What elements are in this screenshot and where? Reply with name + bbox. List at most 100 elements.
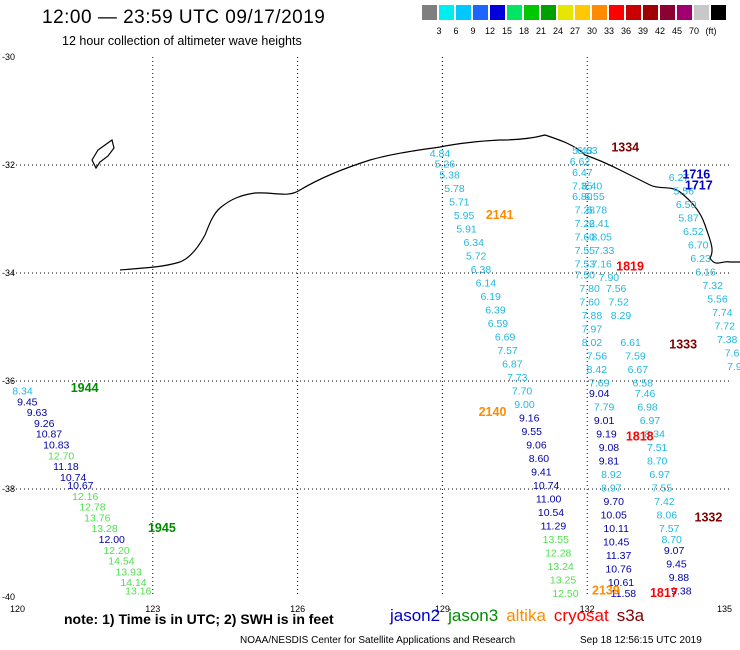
wave-height-value: 8.34 — [12, 386, 33, 398]
wave-height-value: 13.24 — [548, 561, 574, 573]
wave-height-value: 7.56 — [606, 283, 627, 295]
wave-height-value: 9.81 — [599, 456, 620, 468]
wave-height-value: 6.69 — [495, 332, 516, 344]
wave-height-value: 6.40 — [582, 180, 603, 192]
wave-height-value: 9.63 — [27, 407, 48, 419]
wave-height-value: 7.97 — [582, 323, 603, 335]
wave-height-value: 6.67 — [628, 364, 649, 376]
timestamp-text: Sep 18 12:56:15 UTC 2019 — [580, 635, 702, 646]
wave-height-value: 7.6 — [725, 348, 740, 360]
wave-height-value: 5.38 — [439, 170, 460, 182]
scale-swatch — [524, 5, 539, 20]
wave-height-value: 7.33 — [594, 245, 615, 257]
track-pass-label: 1332 — [695, 510, 723, 524]
wave-height-value: 6.38 — [471, 264, 492, 276]
credit-text: NOAA/NESDIS Center for Satellite Applica… — [240, 635, 516, 646]
wave-height-value: 8.97 — [601, 483, 622, 495]
lon-tick-label: 123 — [145, 604, 160, 614]
scale-swatch — [456, 5, 471, 20]
wave-height-value: 7.60 — [575, 232, 596, 244]
wave-height-value: 6.52 — [683, 226, 704, 238]
scale-label: 30 — [586, 26, 597, 36]
scale-swatch — [677, 5, 692, 20]
wave-height-value: 5.71 — [449, 197, 470, 209]
wave-height-value: 9.45 — [666, 558, 687, 570]
wave-height-value: 7.57 — [497, 345, 518, 357]
wave-height-value: 12.78 — [79, 502, 105, 514]
wave-height-value: 5.87 — [678, 213, 699, 225]
wave-height-value: 6.87 — [502, 359, 523, 371]
wave-height-value: 9.45 — [17, 396, 38, 408]
wave-height-value: 9.41 — [531, 467, 552, 479]
wave-height-value: 14.14 — [120, 577, 146, 589]
wave-height-value: 9.70 — [604, 496, 625, 508]
wave-height-value: 7.50 — [575, 269, 596, 281]
wave-height-value: 7.57 — [659, 523, 680, 535]
wave-height-value: 10.61 — [608, 577, 634, 589]
wave-height-value: 6.78 — [587, 205, 608, 217]
wave-height-value: 12.70 — [48, 450, 74, 462]
wave-height-value: 12.28 — [545, 548, 571, 560]
wave-height-value: 10.74 — [533, 480, 559, 492]
wave-height-value: 9.01 — [594, 415, 615, 427]
wave-height-value: 8.42 — [587, 364, 608, 376]
coastline — [91, 134, 740, 271]
wave-height-value: 5.43 — [572, 145, 593, 157]
wave-height-value: 12.20 — [103, 545, 129, 557]
wave-height-value: 9.19 — [596, 429, 617, 441]
data-label-layer: 8.349.459.639.2610.8710.8312.7011.1810.7… — [12, 145, 740, 600]
wave-height-value: 8.60 — [529, 453, 550, 465]
wave-height-value: 9.08 — [599, 442, 620, 454]
scale-label: 39 — [637, 26, 648, 36]
scale-swatch — [694, 5, 709, 20]
scale-label: 33 — [603, 26, 614, 36]
page-title: 12:00 — 23:59 UTC 09/17/2019 — [42, 7, 326, 28]
track-pass-label: 1717 — [685, 178, 713, 192]
track-pass-label: 1333 — [669, 338, 697, 352]
track-pass-label: 2139 — [592, 583, 620, 597]
scale-swatch — [439, 5, 454, 20]
wave-height-value: 8.02 — [582, 337, 603, 349]
lon-tick-label: 129 — [435, 604, 450, 614]
wave-height-value: 7.28 — [575, 205, 596, 217]
track-pass-label: 1817 — [650, 586, 678, 600]
wave-height-value: 7.38 — [717, 334, 738, 346]
track-pass-label: 1819 — [616, 259, 644, 273]
wave-height-value: 5.95 — [454, 210, 475, 222]
wave-height-value: 11.29 — [541, 521, 567, 533]
wave-height-value: 13.93 — [116, 566, 142, 578]
scale-label: 15 — [501, 26, 512, 36]
lat-lon-grid: 120 123 126 129 132 135 -30 -32 -34 -36 -38 -40 — [2, 52, 732, 614]
satellite-legend-item: altika — [506, 606, 546, 625]
scale-swatch — [422, 5, 437, 20]
wave-height-value: 11.58 — [611, 588, 637, 600]
footer-note: note: 1) Time is in UTC; 2) SWH is in fe… — [64, 611, 334, 627]
wave-height-value: 10.74 — [60, 472, 86, 484]
wave-height-value: 7.70 — [512, 386, 533, 398]
scale-swatch — [558, 5, 573, 20]
wave-height-value: 7.88 — [582, 310, 603, 322]
wave-height-value: 14.54 — [108, 556, 134, 568]
scale-label: 36 — [620, 26, 631, 36]
lon-tick-label: 135 — [717, 604, 732, 614]
wave-height-value: 6.70 — [688, 240, 709, 252]
satellite-legend-item: cryosat — [553, 606, 609, 625]
satellite-legend-item: s3a — [616, 606, 645, 625]
wave-height-value: 9.88 — [669, 572, 690, 584]
scale-label: 6 — [453, 26, 459, 36]
wave-height-value: 8.92 — [601, 469, 622, 481]
wave-height-value: 6.98 — [637, 402, 658, 414]
wave-height-value: 7.73 — [507, 372, 528, 384]
wave-height-value: 6.55 — [584, 191, 605, 203]
wave-height-value: 10.54 — [538, 507, 564, 519]
wave-height-value: 10.67 — [67, 480, 93, 492]
wave-height-value: 13.76 — [84, 512, 110, 524]
track-label-layer: 1944 1945 2141 2140 2139 1334 1333 1332 1819 1818… — [71, 141, 723, 601]
wave-height-value: 7.16 — [591, 259, 612, 271]
lat-tick-label: -32 — [2, 160, 15, 170]
wave-height-value: 10.05 — [601, 510, 627, 522]
satellite-legend: jason2 jason3 altika cryosat s3a — [390, 606, 652, 626]
wave-height-value: 7.9 — [727, 361, 740, 373]
wave-height-value: 6.50 — [676, 199, 697, 211]
